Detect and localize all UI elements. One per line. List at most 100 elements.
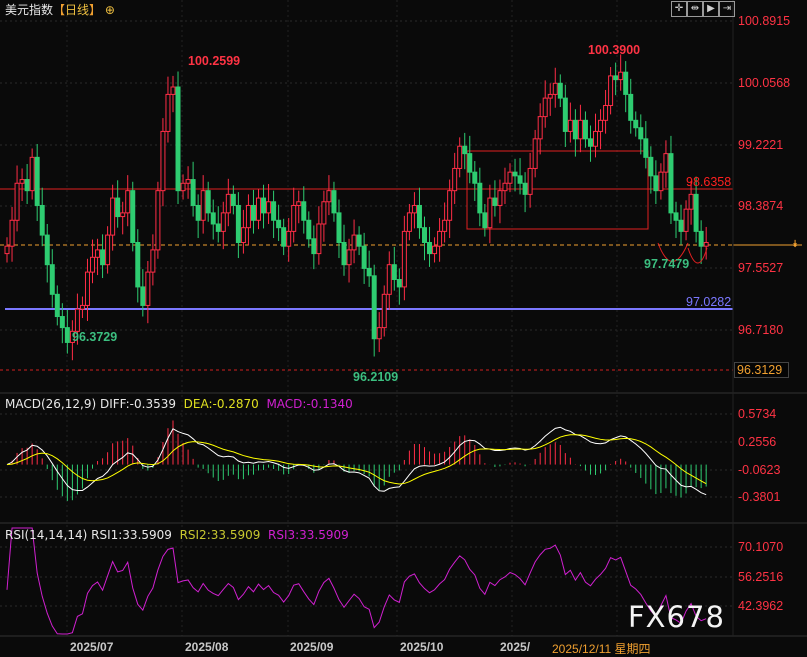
candle	[517, 175, 523, 184]
candle	[457, 145, 463, 169]
candle	[180, 182, 186, 192]
candle	[587, 138, 593, 147]
price-tick: 98.3874	[738, 199, 784, 213]
candle	[416, 204, 422, 229]
candle	[678, 219, 684, 232]
rsi-tick: 70.1070	[738, 540, 784, 554]
watermark-logo: FX678	[628, 600, 725, 634]
candle	[266, 201, 272, 214]
price-tick: 99.2221	[738, 138, 784, 152]
candle	[703, 241, 709, 247]
candle	[442, 219, 448, 232]
candle	[170, 86, 176, 95]
candle	[351, 234, 357, 251]
candle	[477, 182, 483, 214]
candle	[582, 119, 588, 140]
period-label[interactable]: 日线	[65, 3, 90, 17]
candle	[120, 212, 126, 218]
candle	[19, 179, 25, 184]
candle	[311, 238, 317, 255]
candle	[245, 204, 251, 229]
candle	[361, 245, 367, 269]
candle	[296, 201, 302, 206]
candle	[537, 116, 543, 140]
candle	[29, 156, 35, 192]
candle	[401, 230, 407, 288]
candle	[306, 219, 312, 240]
candle	[336, 212, 342, 243]
candle	[190, 179, 196, 206]
candle	[366, 267, 372, 277]
dea-line	[6, 434, 707, 485]
candle	[462, 145, 468, 155]
resistance-label: 98.6358	[686, 175, 732, 189]
candle	[301, 201, 307, 221]
jump-end-icon[interactable]: ⇥	[719, 1, 735, 17]
candle	[502, 182, 508, 192]
rsi2-value: RSI2:33.5909	[179, 528, 261, 542]
candle	[593, 130, 599, 147]
rsi-tick: 56.2516	[738, 570, 784, 584]
candle	[225, 193, 231, 214]
candle	[321, 201, 327, 225]
grid-lines	[0, 0, 733, 636]
candle	[250, 204, 256, 221]
arc-annotation	[657, 242, 689, 262]
rsi-line	[6, 527, 707, 635]
candle	[427, 241, 433, 255]
candle	[230, 193, 236, 206]
x-tick: 2025/08	[185, 640, 229, 654]
low-marker: 96.2109	[353, 370, 399, 384]
macd-label: MACD(26,12,9)	[5, 397, 97, 411]
candle	[411, 204, 417, 214]
candle	[115, 197, 121, 218]
high-marker: 100.2599	[188, 54, 241, 68]
macd-value: MACD:-0.1340	[266, 397, 353, 411]
rsi-panel	[6, 527, 707, 635]
price-tick: 97.5527	[738, 261, 784, 275]
candle	[421, 227, 427, 243]
circle-plus-icon[interactable]: ⊕	[101, 3, 115, 17]
play-icon[interactable]: ▶	[703, 1, 719, 17]
candle	[648, 156, 654, 177]
candle	[135, 241, 141, 288]
candle	[683, 208, 689, 232]
candle	[643, 138, 649, 158]
candle	[210, 212, 216, 225]
candle	[185, 179, 191, 184]
candle	[220, 212, 226, 232]
candle	[4, 245, 10, 255]
crosshair-icon[interactable]: ✛	[671, 1, 687, 17]
candle	[567, 119, 573, 132]
candle	[34, 156, 40, 206]
candle	[105, 234, 111, 266]
candle	[432, 245, 438, 255]
candle	[276, 219, 282, 229]
candle	[447, 190, 453, 221]
candle	[9, 219, 15, 247]
x-tick: 2025/10	[400, 640, 444, 654]
bracket: 】	[89, 3, 102, 17]
candle	[693, 193, 699, 232]
candle	[396, 279, 402, 288]
macd-tick: 0.2556	[738, 435, 777, 449]
range-box	[466, 150, 649, 230]
zoom-range-icon[interactable]: ⇹	[687, 1, 703, 17]
macd-legend: MACD(26,12,9) DIFF:-0.3539 DEA:-0.2870 M…	[5, 397, 353, 411]
current-price-arrow-icon: ⯯	[792, 239, 798, 250]
macd-panel	[6, 420, 707, 501]
candle	[175, 86, 181, 192]
candle	[286, 230, 292, 247]
support-label: 97.0282	[686, 295, 732, 309]
candle	[608, 75, 614, 107]
candle	[69, 330, 75, 343]
candle	[663, 153, 669, 173]
candle	[130, 190, 136, 243]
candle	[356, 234, 362, 247]
candle	[437, 230, 443, 247]
arc-annotation	[687, 247, 708, 264]
candle	[613, 75, 619, 81]
candle	[200, 190, 206, 221]
candle	[527, 167, 533, 195]
